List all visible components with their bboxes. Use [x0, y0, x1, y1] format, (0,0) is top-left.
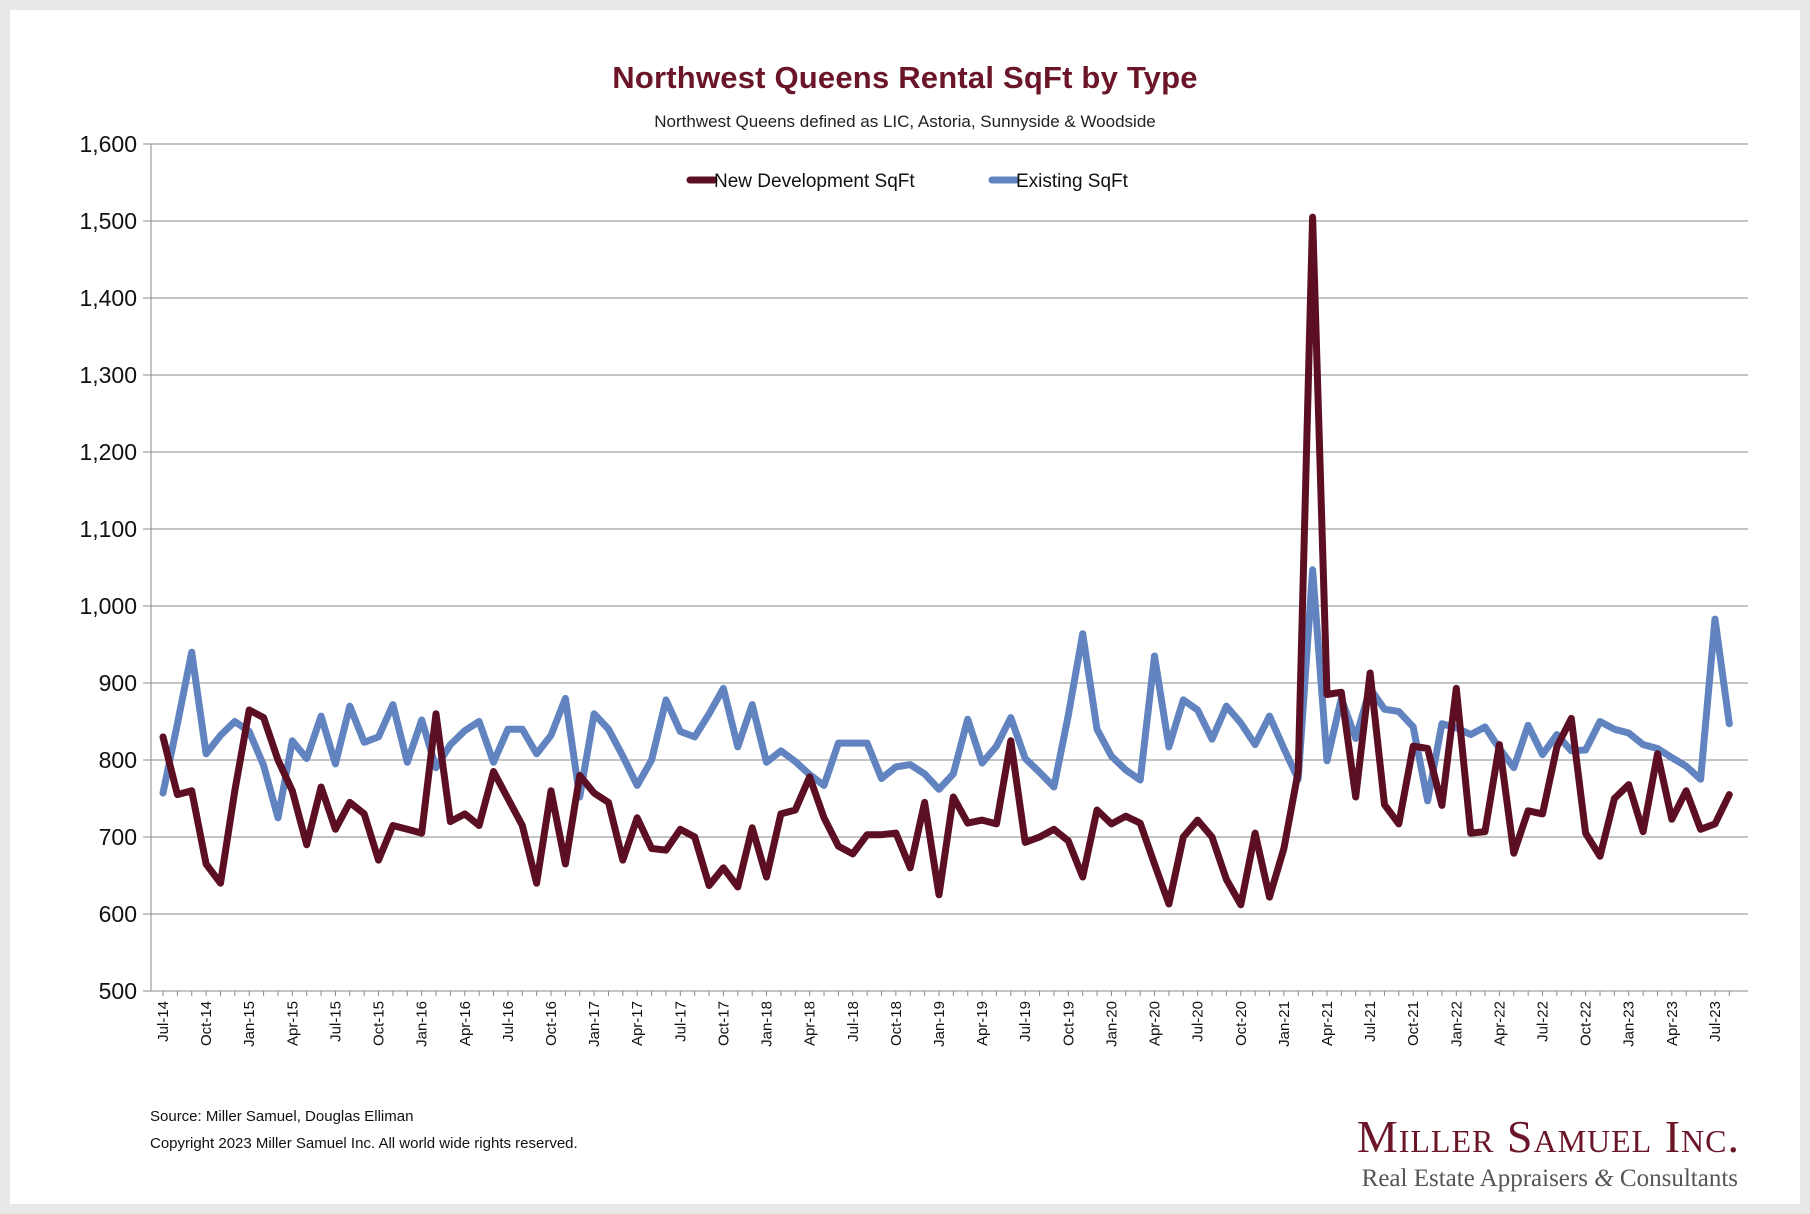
x-tick-label: Oct-21 — [1405, 1001, 1422, 1046]
y-tick-label: 1,000 — [79, 593, 137, 619]
x-tick-label: Oct-22 — [1578, 1001, 1595, 1046]
y-tick-label: 600 — [99, 901, 137, 927]
x-tick-label: Jan-15 — [241, 1001, 258, 1047]
copyright-note: Copyright 2023 Miller Samuel Inc. All wo… — [150, 1135, 578, 1152]
x-tick-label: Jan-18 — [759, 1001, 776, 1047]
x-tick-labels: Jul-14 Oct-14 Jan-15 Apr-15 Jul-15 Oct-15 Jan-… — [155, 1001, 1724, 1047]
y-tick-label: 1,200 — [79, 439, 137, 465]
x-tick-label: Oct-16 — [543, 1001, 560, 1046]
y-tick-label: 500 — [99, 978, 137, 1004]
y-tick-label: 1,600 — [79, 131, 137, 157]
y-tick-label: 1,400 — [79, 285, 137, 311]
x-tick-label: Apr-23 — [1664, 1001, 1681, 1046]
series-line-existing — [159, 566, 1733, 822]
x-tick-label: Apr-17 — [629, 1001, 646, 1046]
x-tick-label: Apr-20 — [1147, 1001, 1164, 1046]
y-tick-label: 800 — [99, 747, 137, 773]
x-tick-label: Jan-22 — [1448, 1001, 1465, 1047]
legend-existing: Existing SqFt — [988, 171, 1129, 192]
x-tick-label: Apr-22 — [1491, 1001, 1508, 1046]
x-tick-label: Jul-23 — [1707, 1001, 1724, 1042]
x-tick-label: Jul-21 — [1362, 1001, 1379, 1042]
company-tagline: Real Estate Appraisers & Consultants — [1361, 1165, 1738, 1192]
x-tick-label: Jan-23 — [1621, 1001, 1638, 1047]
y-tick-label: 700 — [99, 824, 137, 850]
source-note: Source: Miller Samuel, Douglas Elliman — [150, 1108, 414, 1125]
line-chart: 500 600 700 800 900 1,000 1,100 1,200 1,300 1,400… — [79, 131, 1748, 1047]
grid-lines — [151, 143, 1748, 992]
x-tick-label: Jul-16 — [500, 1001, 517, 1042]
axes — [143, 143, 1748, 996]
company-logo: Miller Samuel Inc. — [1356, 1111, 1740, 1162]
x-tick-label: Oct-14 — [198, 1001, 215, 1046]
y-tick-label: 1,500 — [79, 208, 137, 234]
x-tick-label: Jul-14 — [155, 1001, 172, 1042]
x-tick-label: Apr-18 — [802, 1001, 819, 1046]
x-tick-label: Apr-16 — [457, 1001, 474, 1046]
series-lines — [159, 213, 1733, 909]
x-tick-label: Jul-15 — [327, 1001, 344, 1042]
x-tick-label: Oct-20 — [1233, 1001, 1250, 1046]
x-tick-label: Jan-16 — [414, 1001, 431, 1047]
x-tick-label: Jul-22 — [1535, 1001, 1552, 1042]
x-tick-label: Apr-19 — [974, 1001, 991, 1046]
x-tick-label: Jul-18 — [845, 1001, 862, 1042]
x-tick-label: Oct-18 — [888, 1001, 905, 1046]
x-tick-label: Apr-15 — [284, 1001, 301, 1046]
y-tick-label: 900 — [99, 670, 137, 696]
x-tick-label: Jul-17 — [672, 1001, 689, 1042]
x-tick-label: Jul-19 — [1017, 1001, 1034, 1042]
x-tick-label: Jan-19 — [931, 1001, 948, 1047]
legend-label: Existing SqFt — [1016, 171, 1129, 192]
x-tick-label: Oct-15 — [371, 1001, 388, 1046]
x-tick-label: Jul-20 — [1190, 1001, 1207, 1042]
legend: New Development SqFt Existing SqFt — [686, 171, 1129, 192]
series-line-new-development — [159, 213, 1733, 909]
y-tick-label: 1,300 — [79, 362, 137, 388]
chart-title: Northwest Queens Rental SqFt by Type — [612, 60, 1198, 95]
x-tick-label: Oct-17 — [715, 1001, 732, 1046]
x-tick-label: Jan-21 — [1276, 1001, 1293, 1047]
y-tick-labels: 500 600 700 800 900 1,000 1,100 1,200 1,300 1,400… — [79, 131, 137, 1004]
chart-subtitle: Northwest Queens defined as LIC, Astoria… — [654, 112, 1156, 131]
legend-new-development: New Development SqFt — [686, 171, 915, 192]
legend-label: New Development SqFt — [714, 171, 915, 192]
chart-card: Northwest Queens Rental SqFt by Type Nor… — [10, 10, 1800, 1204]
x-tick-label: Jan-20 — [1103, 1001, 1120, 1047]
x-tick-label: Oct-19 — [1060, 1001, 1077, 1046]
x-tick-label: Jan-17 — [586, 1001, 603, 1047]
y-tick-label: 1,100 — [79, 516, 137, 542]
x-tick-label: Apr-21 — [1319, 1001, 1336, 1046]
